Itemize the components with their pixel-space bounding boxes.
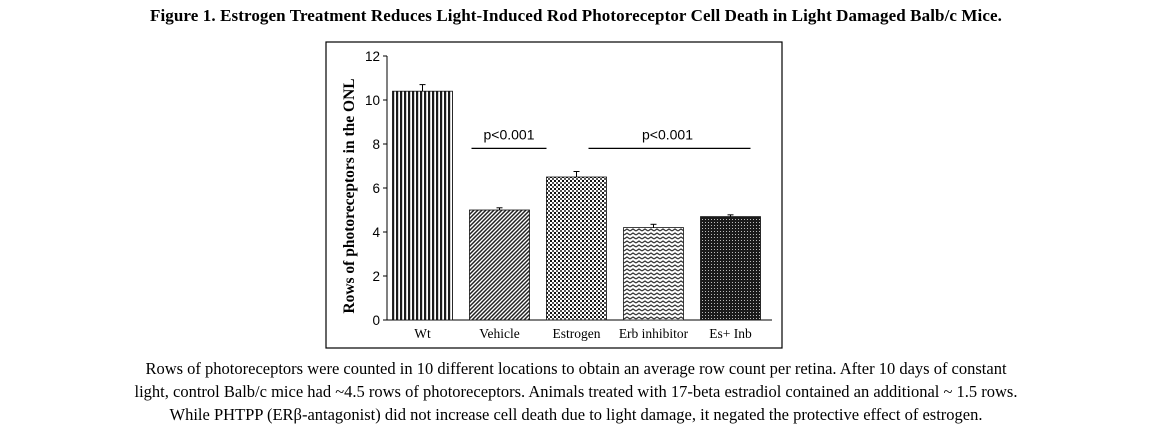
significance-label: p<0.001 — [642, 126, 693, 142]
caption-line: While PHTPP (ERβ-antagonist) did not inc… — [169, 405, 983, 424]
y-tick-label: 4 — [372, 225, 380, 240]
y-tick-label: 0 — [372, 313, 380, 328]
y-axis-label: Rows of photoreceptors in the ONL — [341, 78, 358, 313]
caption-line: Rows of photoreceptors were counted in 1… — [145, 359, 1007, 378]
y-tick-label: 6 — [372, 181, 380, 196]
x-tick-label: Estrogen — [553, 326, 601, 341]
bar-wt — [392, 90, 453, 321]
significance-label: p<0.001 — [484, 126, 535, 142]
x-tick-label: Wt — [414, 326, 431, 341]
y-tick-label: 10 — [365, 93, 380, 108]
caption-line: light, control Balb/c mice had ~4.5 rows… — [134, 382, 1018, 401]
bar-vehicle — [469, 209, 530, 321]
bar-es-inb — [700, 216, 761, 321]
figure-caption: Rows of photoreceptors were counted in 1… — [0, 357, 1152, 426]
x-tick-label: Es+ Inb — [709, 326, 752, 341]
bar-estrogen — [546, 176, 607, 321]
chart-frame — [325, 41, 783, 349]
y-tick-label: 8 — [372, 137, 380, 152]
figure-title: Figure 1. Estrogen Treatment Reduces Lig… — [149, 6, 1003, 25]
bar-erb-inhibitor — [623, 227, 684, 321]
x-tick-label: Erb inhibitor — [619, 326, 689, 341]
y-tick-label: 12 — [365, 49, 380, 64]
y-tick-label: 2 — [372, 269, 380, 284]
x-tick-label: Vehicle — [479, 326, 519, 341]
